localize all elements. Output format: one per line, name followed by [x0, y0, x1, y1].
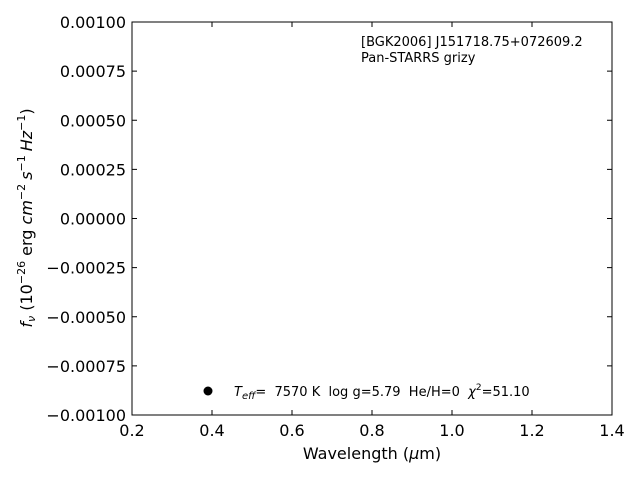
- y-label-exp1: −26: [15, 261, 28, 284]
- y-tick-label: −0.00100: [46, 406, 126, 425]
- x-axis-label-prefix: Wavelength (: [303, 444, 409, 463]
- y-tick-label: −0.00075: [46, 357, 126, 376]
- y-label-exp3: −1: [15, 155, 28, 171]
- legend-chi-sup: 2: [476, 383, 482, 393]
- plot-area: [131, 21, 613, 416]
- x-ticks: 0.2 0.4 0.6 0.8 1.0 1.2 1.4: [119, 22, 625, 440]
- y-tick-label: 0.00000: [60, 210, 126, 229]
- y-tick-label: −0.00025: [46, 259, 126, 278]
- y-label-exp2: −2: [15, 184, 28, 200]
- x-axis-label-mu: μ: [408, 444, 419, 463]
- x-tick-label: 0.6: [279, 421, 304, 440]
- legend-chi-val: =51.10: [482, 385, 530, 400]
- annotation-line-2: Pan-STARRS grizy: [361, 51, 476, 66]
- y-tick-label: 0.00075: [60, 62, 126, 81]
- y-label-open: (10: [17, 284, 36, 316]
- legend-chi: χ: [467, 385, 477, 400]
- y-label-cm: cm: [17, 200, 36, 224]
- legend-marker: [203, 386, 213, 396]
- x-tick-label: 1.2: [519, 421, 544, 440]
- legend-t-val: = 7570 K log g=5.79 He/H=0: [255, 385, 468, 400]
- legend-t-sub: eff: [242, 391, 257, 402]
- x-tick-label: 0.8: [359, 421, 384, 440]
- x-tick-label: 1.0: [439, 421, 464, 440]
- y-tick-label: 0.00100: [60, 13, 126, 32]
- y-label-hz: Hz: [17, 130, 36, 151]
- y-ticks: −0.00100 −0.00075 −0.00050 −0.00025 0.00000 0…: [46, 13, 612, 425]
- x-axis-label: Wavelength (μm): [303, 444, 441, 463]
- legend-text: Teff= 7570 K log g=5.79 He/H=0 χ2=51.10: [234, 383, 530, 402]
- y-tick-label: 0.00025: [60, 160, 126, 179]
- y-label-exp4: −1: [15, 115, 28, 131]
- y-label-close: ): [17, 108, 36, 114]
- x-tick-label: 0.2: [119, 421, 144, 440]
- y-label-erg: erg: [17, 224, 36, 260]
- y-label-f: f: [17, 320, 36, 328]
- y-label-nu: ν: [25, 316, 38, 322]
- legend: Teff= 7570 K log g=5.79 He/H=0 χ2=51.10: [203, 383, 530, 402]
- x-tick-label: 0.4: [199, 421, 224, 440]
- x-tick-label: 1.4: [599, 421, 624, 440]
- y-label-s: s: [17, 172, 36, 180]
- y-tick-label: −0.00050: [46, 308, 126, 327]
- x-axis-label-suffix: m): [419, 444, 441, 463]
- y-tick-label: 0.00050: [60, 111, 126, 130]
- annotation-line-1: [BGK2006] J151718.75+072609.2: [361, 35, 583, 50]
- y-axis-label: fν (10−26 erg cm−2s−1Hz−1): [15, 108, 38, 327]
- legend-t-label: T: [234, 385, 243, 400]
